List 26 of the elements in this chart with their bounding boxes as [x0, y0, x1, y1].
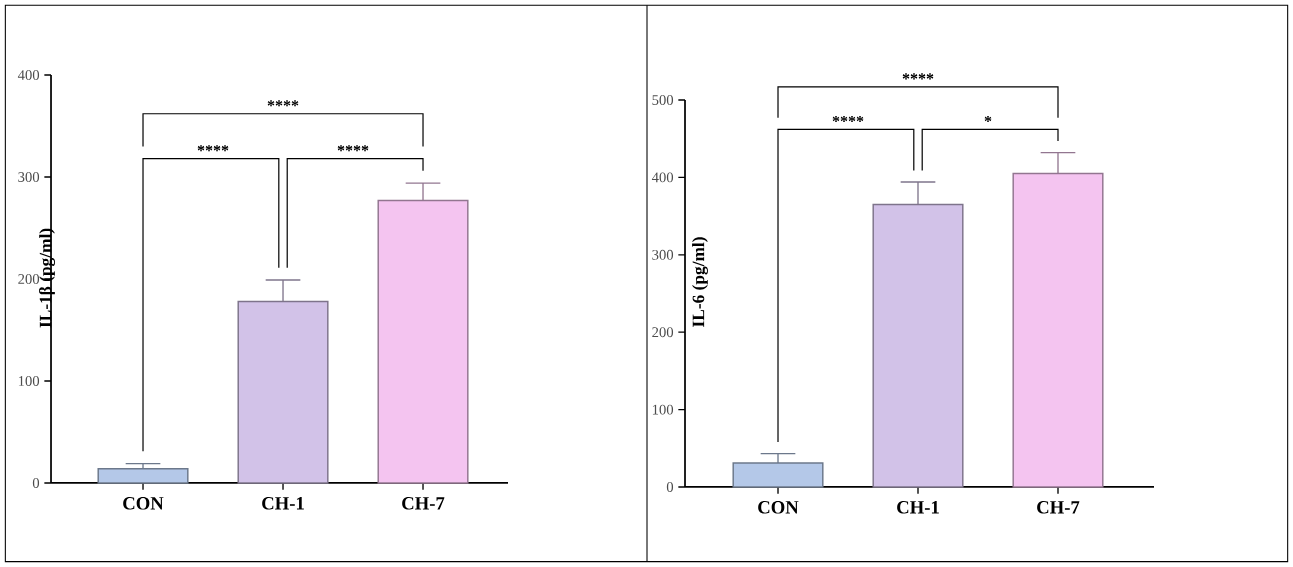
text: ****: [902, 73, 934, 80]
annotation: ****: [337, 145, 369, 152]
annotation: *: [984, 115, 992, 122]
y-tick-label: 200: [18, 274, 40, 284]
y-tick-label: 100: [652, 404, 674, 415]
y-tick-label: 400: [651, 172, 674, 183]
bar: [97, 467, 189, 484]
y-tick-label: 500: [652, 95, 674, 105]
y-tick-label: 200: [652, 327, 674, 338]
y-tick-label: 0: [32, 478, 40, 488]
x-tick-label: CH-7: [1037, 501, 1080, 514]
y-tick-label: 0: [666, 482, 674, 492]
annotation: ****: [832, 115, 864, 122]
annotation: ****: [267, 100, 299, 107]
x-tick-label: CH-1: [897, 501, 939, 514]
annotation: ****: [197, 145, 229, 152]
y-tick-label: 300: [18, 172, 40, 182]
y-axis-title: IL-1β (pg/ml): [38, 228, 56, 328]
x-tick-label: CH-1: [262, 497, 304, 510]
y-tick-label: 400: [17, 70, 40, 80]
x-tick-label: CON: [758, 501, 799, 514]
y-axis-title: IL-6 (pg/ml): [692, 237, 708, 327]
y-tick-label: 100: [18, 376, 40, 386]
y-tick-label: 300: [652, 249, 674, 260]
x-tick-label: CON: [123, 497, 164, 510]
x-tick-label: CH-7: [402, 497, 445, 510]
